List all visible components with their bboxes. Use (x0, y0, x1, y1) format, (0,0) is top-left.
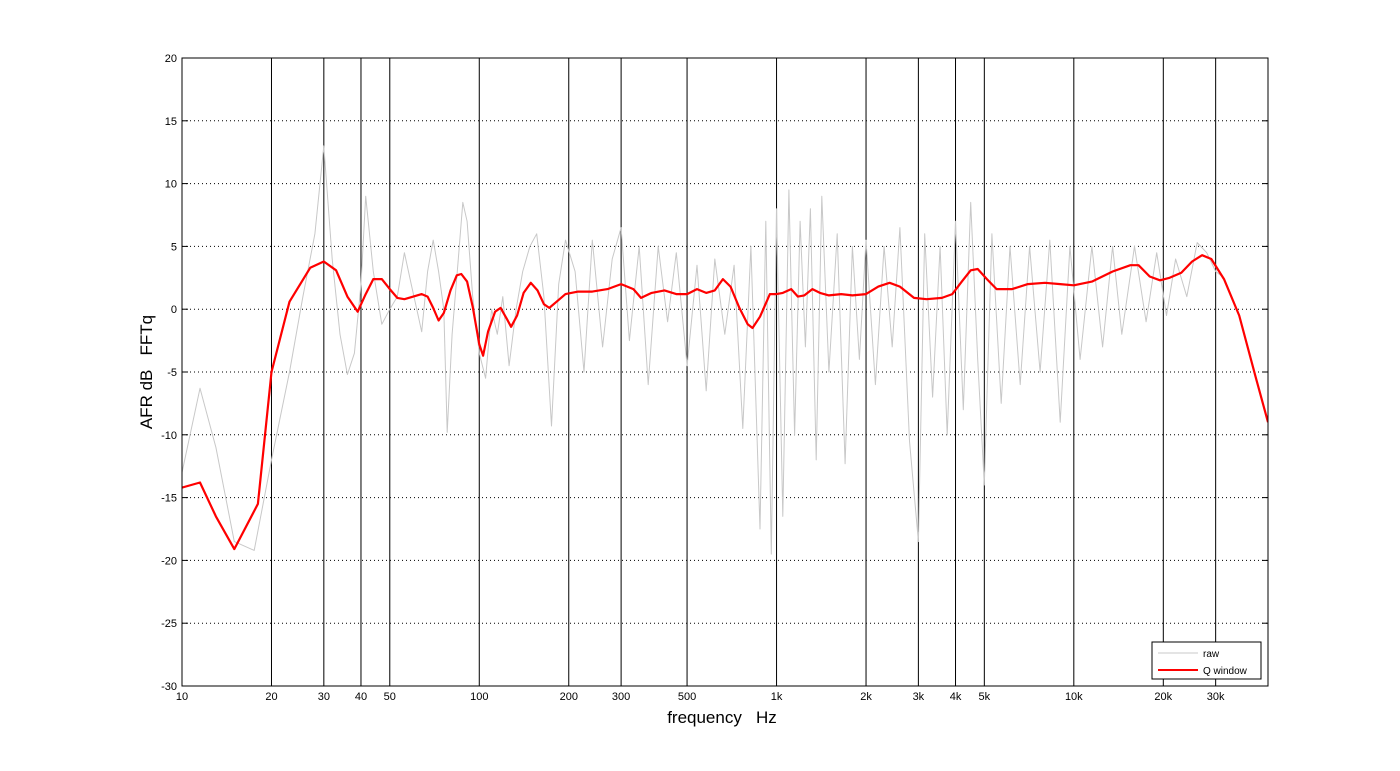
x-tick-label: 10k (1065, 691, 1083, 703)
y-tick-label: -15 (161, 493, 177, 505)
x-tick-label: 200 (560, 691, 578, 703)
y-tick-label: 15 (165, 116, 177, 128)
x-tick-label: 3k (913, 691, 925, 703)
series-line-q-window (182, 254, 1268, 551)
legend-label-q-window: Q window (1203, 666, 1248, 677)
legend: raw Q window (1151, 641, 1262, 680)
series-layer (182, 145, 1268, 555)
x-tick-label: 2k (860, 691, 872, 703)
x-tick-label: 500 (678, 691, 696, 703)
x-axis-label: frequency Hz (667, 708, 777, 727)
grid-lines (182, 58, 1268, 686)
y-tick-label: -25 (161, 618, 177, 630)
x-tick-label: 5k (979, 691, 991, 703)
y-tick-label: 20 (165, 53, 177, 65)
x-tick-label: 50 (384, 691, 396, 703)
plot-area (182, 58, 1268, 686)
x-tick-label: 30k (1207, 691, 1225, 703)
x-tick-label: 20k (1154, 691, 1172, 703)
x-tick-label: 100 (470, 691, 488, 703)
y-tick-label: 10 (165, 179, 177, 191)
y-tick-label: 5 (171, 241, 177, 253)
legend-label-raw: raw (1203, 649, 1220, 660)
x-tick-label: 30 (318, 691, 330, 703)
y-tick-label: -30 (161, 681, 177, 693)
x-tick-label: 20 (265, 691, 277, 703)
y-axis-label: AFR dB FFTq (137, 315, 156, 429)
y-tick-label: -20 (161, 555, 177, 567)
y-tick-label: 0 (171, 304, 177, 316)
series-line-raw (182, 145, 1225, 555)
axis-ticks (182, 57, 1268, 687)
x-tick-label: 4k (950, 691, 962, 703)
x-tick-label: 300 (612, 691, 630, 703)
y-tick-label: -5 (167, 367, 177, 379)
x-tick-labels: 10 20 30 40 50 100 200 300 500 1k 2k 3k 4k 5k 10k 20k 30… (176, 691, 1225, 703)
y-tick-labels: 20 15 10 5 0 -5 -10 -15 -20 -25 -30 (161, 53, 177, 693)
x-tick-label: 1k (771, 691, 783, 703)
x-tick-label: 10 (176, 691, 188, 703)
x-tick-label: 40 (355, 691, 367, 703)
legend-box (1151, 641, 1262, 680)
y-tick-label: -10 (161, 430, 177, 442)
